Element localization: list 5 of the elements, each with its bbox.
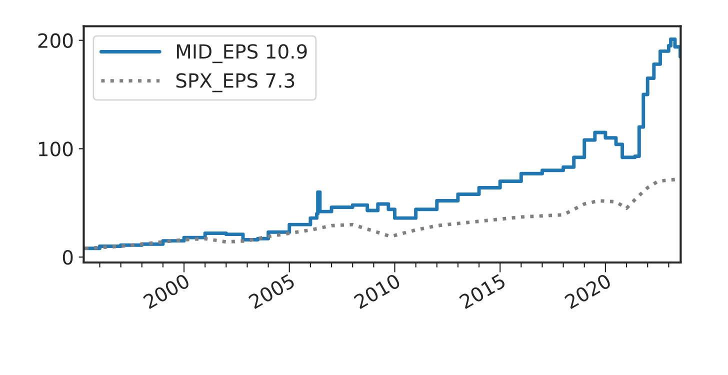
y-tick-label: 200 <box>38 33 73 48</box>
y-tick-label: 100 <box>39 142 73 156</box>
legend-label: SPX_EPS 7.3 <box>176 73 294 92</box>
y-tick-label: 0 <box>62 250 73 265</box>
legend-label: MID_EPS 10.9 <box>177 44 307 64</box>
